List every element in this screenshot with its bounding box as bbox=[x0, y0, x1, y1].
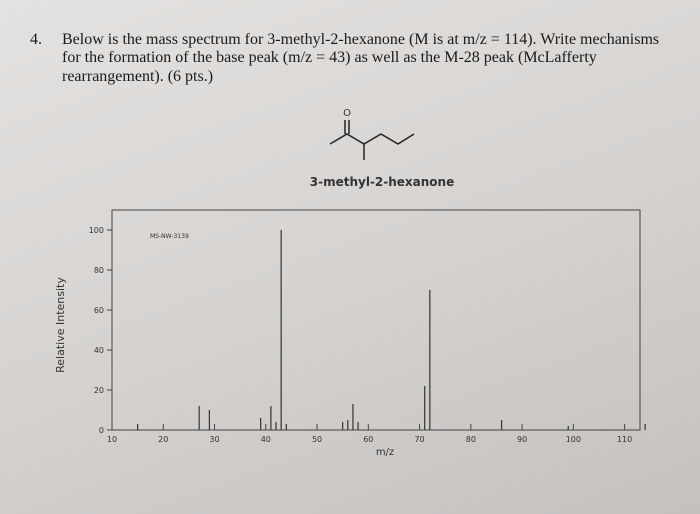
plot-frame bbox=[111, 209, 641, 431]
question-line: Below is the mass spectrum for 3-methyl-… bbox=[62, 31, 660, 48]
x-tick-label: 40 bbox=[261, 435, 271, 444]
molecule-name: 3-methyl-2-hexanone bbox=[310, 175, 455, 189]
spectrum-id: MS-NW-3139 bbox=[150, 233, 189, 240]
y-tick-label: 80 bbox=[94, 266, 104, 275]
x-tick-label: 70 bbox=[414, 435, 424, 444]
x-tick-label: 90 bbox=[517, 435, 527, 444]
y-tick-label: 0 bbox=[99, 426, 104, 435]
y-tick-label: 100 bbox=[89, 226, 104, 235]
question-line: for the formation of the base peak (m/z … bbox=[62, 49, 597, 66]
y-tick-label: 20 bbox=[94, 386, 104, 395]
x-tick-label: 30 bbox=[209, 435, 219, 444]
question-number: 4. bbox=[30, 31, 42, 48]
x-tick-label: 60 bbox=[363, 435, 373, 444]
y-tick-label: 40 bbox=[94, 346, 104, 355]
x-tick-label: 100 bbox=[566, 435, 581, 444]
x-tick-label: 80 bbox=[466, 435, 476, 444]
x-tick-label: 110 bbox=[617, 435, 632, 444]
x-tick-label: 50 bbox=[312, 435, 322, 444]
x-axis-label: m/z bbox=[376, 447, 394, 458]
y-axis-label: Relative Intensity bbox=[54, 277, 67, 373]
question-line: rearrangement). (6 pts.) bbox=[62, 68, 214, 85]
svg-text:O: O bbox=[343, 108, 351, 119]
x-tick-label: 10 bbox=[107, 435, 117, 444]
x-tick-label: 20 bbox=[158, 435, 168, 444]
y-tick-label: 60 bbox=[94, 306, 104, 315]
